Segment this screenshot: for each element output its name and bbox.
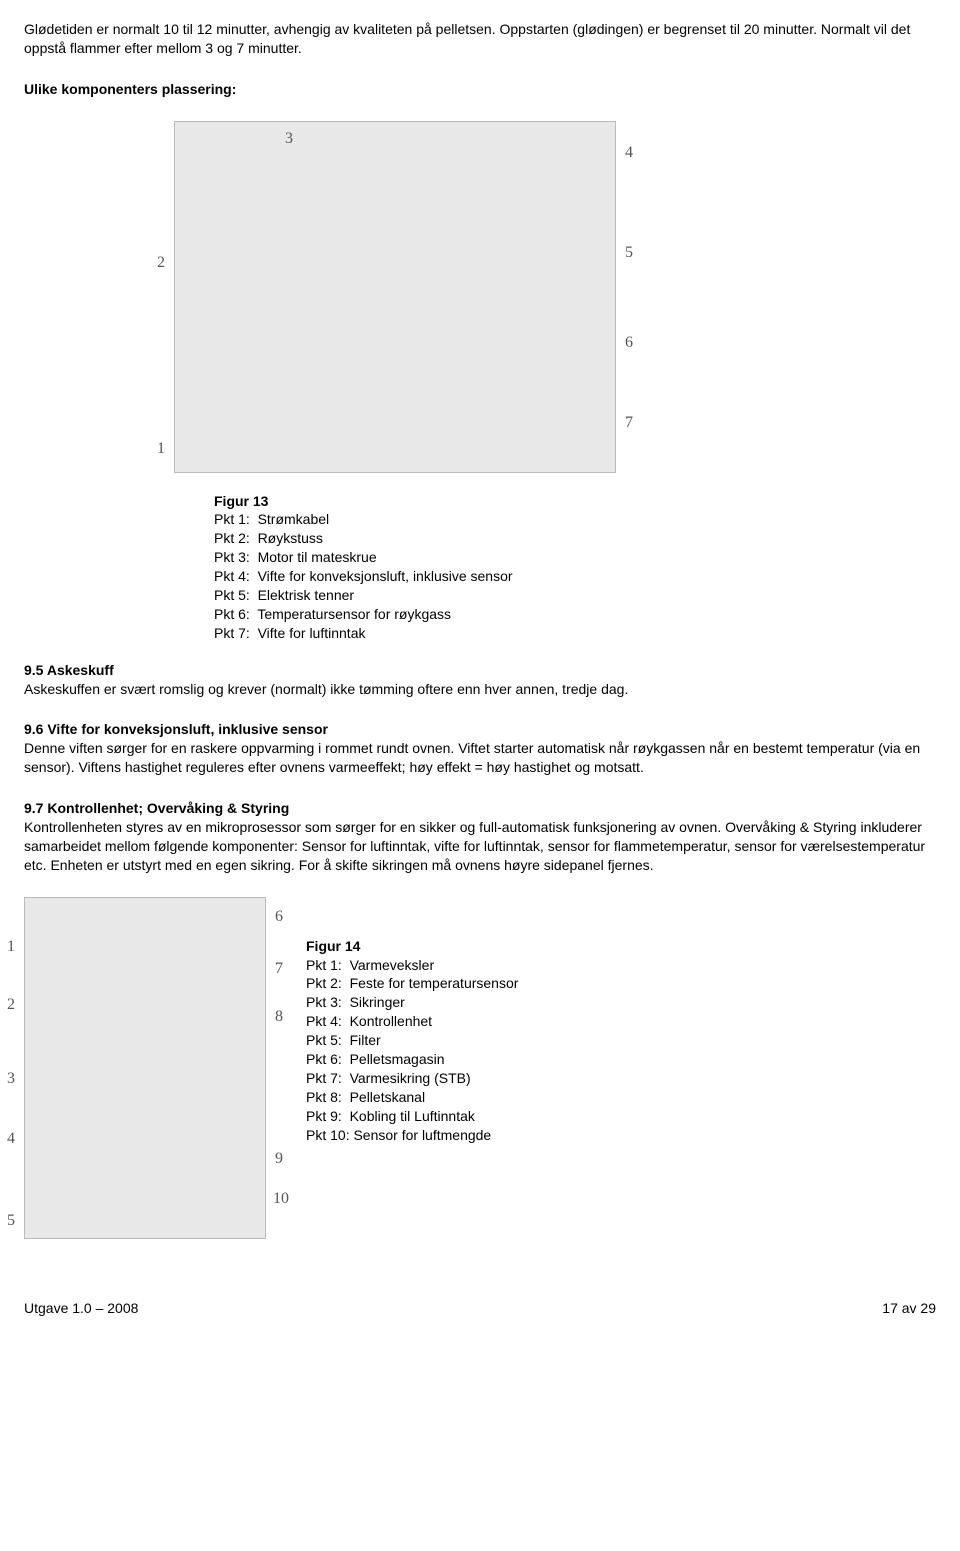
- section-9-5-body: Askeskuffen er svært romslig og krever (…: [24, 681, 628, 697]
- footer-right: 17 av 29: [882, 1299, 936, 1318]
- fig14-callout-7: 7: [275, 958, 283, 980]
- section-9-7: 9.7 Kontrollenhet; Overvåking & Styring …: [24, 799, 936, 875]
- fig14-callout-4: 4: [7, 1128, 15, 1150]
- fig13-callout-2: 2: [157, 252, 165, 274]
- fig14-callout-5: 5: [7, 1210, 15, 1232]
- fig14-item-9: Pkt 9: Kobling til Luftinntak: [306, 1107, 518, 1126]
- fig14-callout-3: 3: [7, 1068, 15, 1090]
- fig13-item-3: Pkt 3: Motor til mateskrue: [214, 548, 936, 567]
- fig14-item-5: Pkt 5: Filter: [306, 1031, 518, 1050]
- fig14-callout-1: 1: [7, 936, 15, 958]
- fig14-item-2: Pkt 2: Feste for temperatursensor: [306, 974, 518, 993]
- fig14-item-10: Pkt 10: Sensor for luftmengde: [306, 1126, 518, 1145]
- fig14-item-7: Pkt 7: Varmesikring (STB): [306, 1069, 518, 1088]
- section-9-6: 9.6 Vifte for konveksjonsluft, inklusive…: [24, 720, 936, 777]
- intro-paragraph: Glødetiden er normalt 10 til 12 minutter…: [24, 20, 936, 58]
- fig14-item-1: Pkt 1: Varmeveksler: [306, 956, 518, 975]
- fig13-item-1: Pkt 1: Strømkabel: [214, 510, 936, 529]
- fig13-callout-5: 5: [625, 242, 633, 264]
- fig13-callout-1: 1: [157, 438, 165, 460]
- fig13-item-7: Pkt 7: Vifte for luftinntak: [214, 624, 936, 643]
- fig13-item-4: Pkt 4: Vifte for konveksjonsluft, inklus…: [214, 567, 936, 586]
- section-9-6-title: 9.6 Vifte for konveksjonsluft, inklusive…: [24, 721, 328, 737]
- fig13-callout-7: 7: [625, 412, 633, 434]
- fig13-callout-6: 6: [625, 332, 633, 354]
- figure-13-caption: Figur 13 Pkt 1: Strømkabel Pkt 2: Røykst…: [214, 492, 936, 643]
- fig13-item-2: Pkt 2: Røykstuss: [214, 529, 936, 548]
- fig13-callout-4: 4: [625, 142, 633, 164]
- fig13-item-6: Pkt 6: Temperatursensor for røykgass: [214, 605, 936, 624]
- section-9-7-body: Kontrollenheten styres av en mikroproses…: [24, 819, 925, 873]
- section-9-6-body: Denne viften sørger for en raskere oppva…: [24, 740, 920, 775]
- fig14-item-4: Pkt 4: Kontrollenhet: [306, 1012, 518, 1031]
- fig14-callout-9: 9: [275, 1148, 283, 1170]
- figure-14-title: Figur 14: [306, 937, 518, 956]
- figure-13-image: 3 4 5 2 6 7 1: [174, 121, 616, 473]
- figure-14-image: 6 1 7 2 8 3 4 9 10 5: [24, 897, 266, 1239]
- fig13-item-5: Pkt 5: Elektrisk tenner: [214, 586, 936, 605]
- section-9-5: 9.5 Askeskuff Askeskuffen er svært romsl…: [24, 661, 936, 699]
- figure-13-title: Figur 13: [214, 492, 936, 511]
- section-9-5-title: 9.5 Askeskuff: [24, 662, 114, 678]
- fig14-item-8: Pkt 8: Pelletskanal: [306, 1088, 518, 1107]
- figure-14-block: 6 1 7 2 8 3 4 9 10 5 Figur 14 Pkt 1: Var…: [24, 897, 936, 1239]
- footer-left: Utgave 1.0 – 2008: [24, 1299, 138, 1318]
- fig14-item-6: Pkt 6: Pelletsmagasin: [306, 1050, 518, 1069]
- page-footer: Utgave 1.0 – 2008 17 av 29: [24, 1299, 936, 1318]
- fig14-item-3: Pkt 3: Sikringer: [306, 993, 518, 1012]
- section-9-7-title: 9.7 Kontrollenhet; Overvåking & Styring: [24, 800, 289, 816]
- fig13-callout-3: 3: [285, 128, 293, 150]
- fig14-callout-10: 10: [273, 1188, 289, 1210]
- components-heading: Ulike komponenters plassering:: [24, 80, 936, 99]
- fig14-callout-6: 6: [275, 906, 283, 928]
- fig14-callout-2: 2: [7, 994, 15, 1016]
- fig14-callout-8: 8: [275, 1006, 283, 1028]
- figure-14-caption: Figur 14 Pkt 1: Varmeveksler Pkt 2: Fest…: [306, 897, 518, 1145]
- figure-13-block: 3 4 5 2 6 7 1 Figur 13 Pkt 1: Strømkabel…: [24, 121, 936, 643]
